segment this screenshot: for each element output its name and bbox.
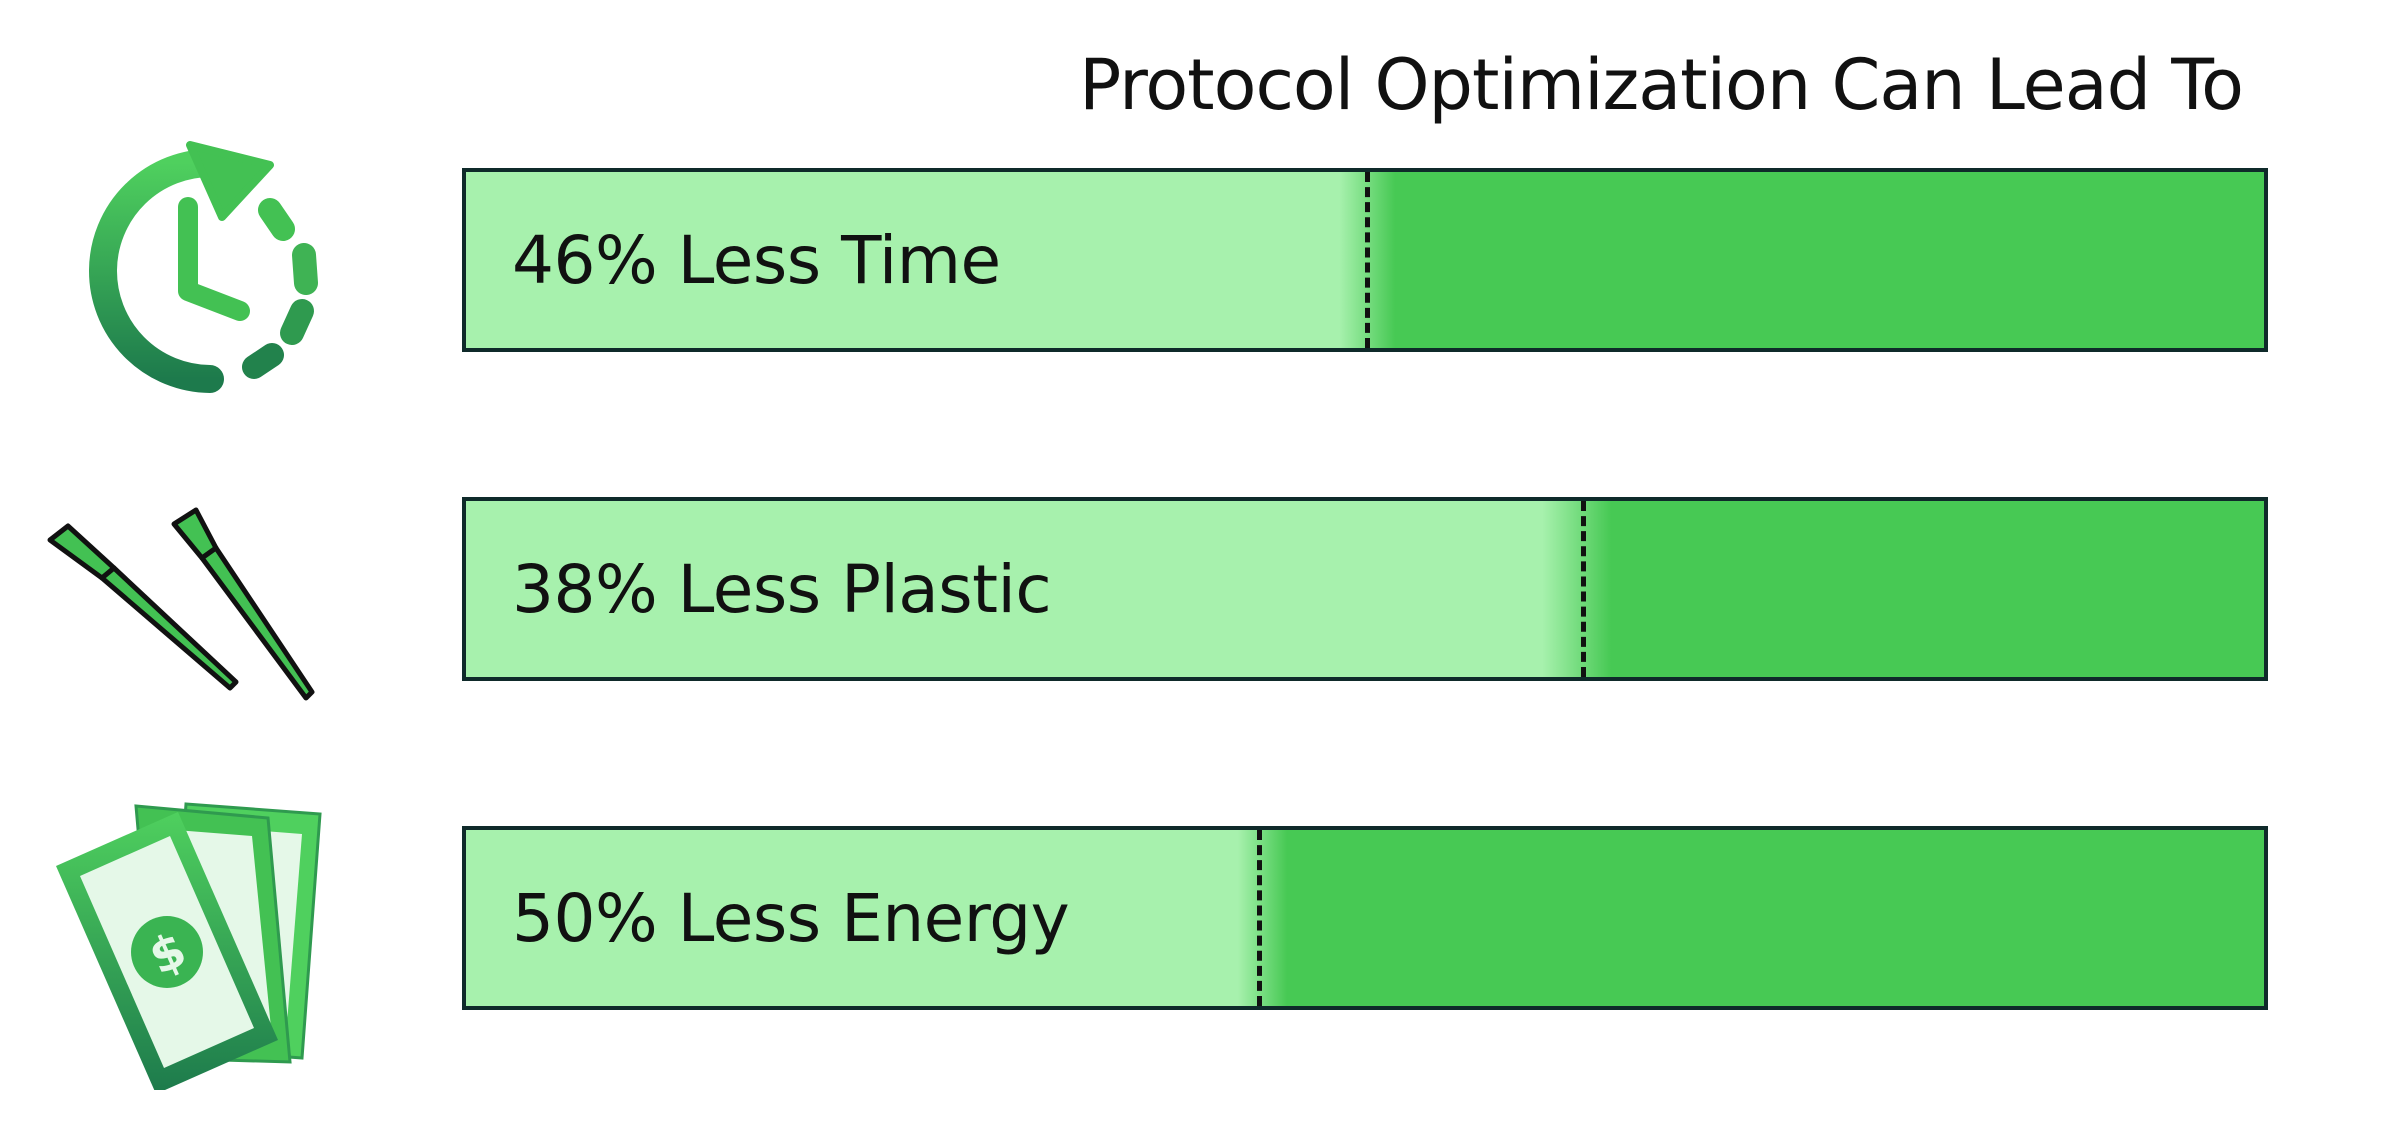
chart-title: Protocol Optimization Can Lead To [1079, 44, 2244, 126]
bar-fill-time [466, 172, 1395, 348]
bar-label-energy: 50% Less Energy [512, 879, 1070, 957]
bar-marker-plastic [1581, 501, 1586, 677]
bar-plastic: 38% Less Plastic [462, 497, 2268, 681]
bar-label-time: 46% Less Time [512, 221, 1001, 299]
pipette-tips-icon [40, 470, 360, 770]
bar-marker-time [1365, 172, 1370, 348]
clock-arrow-icon [40, 115, 360, 415]
cash-bills-icon: $ [40, 790, 360, 1090]
bar-fill-plastic [466, 501, 1611, 677]
bar-label-plastic: 38% Less Plastic [512, 550, 1052, 628]
bar-time: 46% Less Time [462, 168, 2268, 352]
bar-energy: 50% Less Energy [462, 826, 2268, 1010]
bar-fill-energy [466, 830, 1287, 1006]
bar-marker-energy [1257, 830, 1262, 1006]
